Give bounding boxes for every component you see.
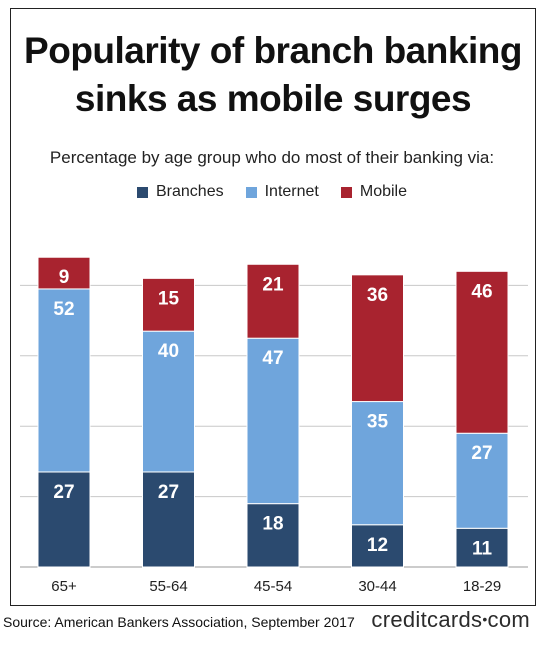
data-label-branches: 27 [53,482,74,503]
legend-label-mobile: Mobile [359,183,407,200]
data-label-internet: 35 [367,412,389,433]
data-label-branches: 27 [158,482,179,503]
legend-item-internet: Internet [245,183,319,201]
bar-branches [351,524,404,568]
x-tick-label: 18-29 [463,578,501,595]
chart-subtitle: Percentage by age group who do most of t… [49,148,495,167]
data-label-branches: 11 [472,538,493,559]
bar-mobile [246,263,300,339]
data-label-internet: 47 [262,348,283,369]
data-label-internet: 40 [158,341,179,362]
data-label-branches: 12 [367,535,388,556]
bar-mobile [142,277,195,332]
title-line-1: Popularity of branch banking [24,30,522,71]
x-tick-label: 65+ [51,578,77,595]
data-label-mobile: 46 [471,281,492,302]
brand-logo: creditcards•com [371,607,530,633]
bar-internet [246,337,300,505]
bar-mobile [351,274,404,403]
data-label-mobile: 36 [367,285,388,306]
x-tick-label: 55-64 [149,578,187,595]
x-tick-label: 30-44 [358,578,396,595]
chart-title: Popularity of branch banking sinks as mo… [11,27,535,123]
bar-internet [37,288,91,473]
x-tick-label: 45-54 [254,578,292,595]
bar-mobile [37,256,91,290]
bar-branches [246,503,300,568]
data-label-mobile: 15 [158,288,180,309]
data-label-branches: 18 [262,514,283,535]
source-note: Source: American Bankers Association, Se… [3,614,355,630]
legend-swatch-branches [137,186,148,198]
bar-branches [455,527,509,568]
legend-swatch-mobile [340,186,352,198]
data-label-mobile: 21 [262,274,284,295]
legend-label-internet: Internet [264,183,319,200]
bar-branches [37,471,91,568]
brand-tld: com [487,607,530,632]
data-label-internet: 27 [471,443,492,464]
brand-dot: • [482,611,488,628]
data-label-internet: 52 [53,299,74,320]
legend-item-branches: Branches [137,183,224,201]
brand-name: creditcards [371,607,483,632]
legend-item-mobile: Mobile [340,183,407,201]
bar-internet [455,432,509,529]
legend: Branches Internet Mobile [0,183,544,201]
legend-swatch-internet [245,186,257,198]
title-line-2: sinks as mobile surges [74,78,472,119]
data-label-mobile: 9 [59,267,70,288]
bar-mobile [455,270,509,434]
bar-internet [142,330,195,473]
bar-branches [142,471,195,568]
legend-label-branches: Branches [156,183,224,200]
